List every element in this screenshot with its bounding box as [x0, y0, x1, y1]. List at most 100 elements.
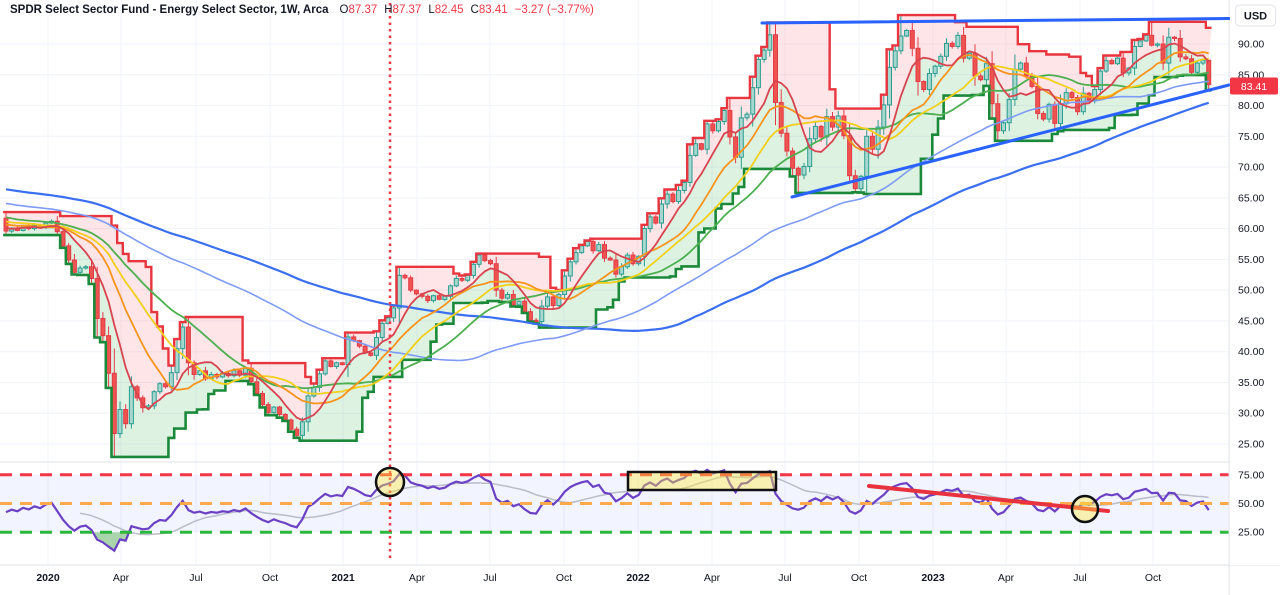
candle-body [1154, 43, 1160, 46]
candle-body [1097, 70, 1103, 91]
price-axis-label: 70.00 [1238, 162, 1264, 174]
candle-body [1023, 62, 1029, 77]
price-axis-label: 65.00 [1238, 192, 1264, 204]
candle-body [556, 293, 562, 307]
candle-body [955, 34, 961, 47]
rsi-axis-label: 75.00 [1238, 469, 1264, 481]
candle-body [191, 362, 197, 375]
candle-body [1166, 36, 1172, 64]
sma-14-line [5, 51, 1209, 405]
candle-body [744, 113, 750, 119]
candle-body [294, 428, 300, 436]
candle-body [721, 109, 727, 123]
candle-body [282, 413, 288, 421]
candle-body [71, 259, 77, 273]
candle-body [476, 254, 482, 265]
time-axis-label: Oct [556, 572, 572, 584]
candle-body [938, 55, 944, 67]
candle-body [1063, 92, 1069, 105]
time-axis-label: Apr [998, 572, 1015, 584]
symbol-title[interactable]: SPDR Select Sector Fund - Energy Select … [10, 4, 329, 16]
rsi-highlight-circle-1[interactable] [374, 466, 406, 498]
bullish-cloud [3, 43, 1212, 457]
candle-body [1046, 103, 1052, 120]
ohlc-item: O87.37 [339, 4, 378, 16]
price-axis[interactable]: 90.0085.0080.0075.0070.0065.0060.0055.00… [1230, 0, 1280, 565]
candle-body [801, 165, 807, 176]
change-value: −3.27 (−3.77%) [514, 4, 594, 16]
rsi-highlight-rect[interactable] [626, 470, 778, 492]
candle-body [750, 87, 756, 115]
candle-body [1001, 122, 1006, 132]
candle-body [89, 266, 94, 279]
candle-body [123, 409, 129, 425]
candle-body [277, 406, 283, 415]
candle-body [550, 296, 556, 307]
candle-body [470, 263, 476, 276]
rsi-axis-label: 25.00 [1238, 527, 1264, 539]
candle-body [1115, 57, 1120, 65]
ohlc-item: C83.41 [470, 4, 508, 16]
candle-body [499, 289, 505, 299]
candle-body [260, 393, 265, 406]
price-axis-label: 30.00 [1238, 408, 1264, 420]
time-axis-label: 2021 [331, 572, 355, 584]
support-trendline[interactable] [790, 83, 1231, 199]
candle-body [1052, 103, 1058, 124]
price-axis-label: 75.00 [1238, 131, 1264, 143]
candle-body [812, 125, 818, 140]
time-axis-label: Jul [189, 572, 202, 584]
candle-body [545, 296, 550, 307]
candle-body [647, 216, 653, 230]
candle-body [926, 73, 932, 91]
sma-30-line [5, 71, 1209, 390]
candle-body [1109, 60, 1115, 65]
ohlc-item: H87.37 [384, 4, 422, 16]
candle-body [818, 125, 824, 138]
candle-body [163, 383, 169, 388]
time-axis-label: Oct [1145, 572, 1161, 584]
candle-body [727, 109, 733, 138]
candle-body [328, 360, 334, 367]
candle-body [567, 261, 573, 277]
candle-body [539, 305, 545, 323]
candle-body [1194, 62, 1200, 73]
candle-body [482, 254, 488, 262]
candle-body [396, 274, 402, 309]
candle-body [944, 42, 949, 57]
candle-body [659, 203, 664, 224]
currency-label[interactable]: USD [1244, 11, 1267, 23]
candle-body [881, 104, 887, 128]
candle-body [157, 383, 163, 393]
candle-body [687, 154, 693, 183]
candle-body [989, 63, 995, 105]
candle-body [1103, 60, 1109, 72]
rsi-oversold-fill [92, 532, 129, 551]
resistance-trendline[interactable] [760, 17, 1231, 25]
rsi-highlight-circle-2[interactable] [1070, 494, 1100, 524]
time-axis-label: 2023 [921, 572, 945, 584]
time-axis-label: 2020 [36, 572, 60, 584]
time-axis[interactable]: 2020 Apr Jul Oct 2021 Apr Jul Oct 2022 Apr Jul Oct 2… [36, 572, 1161, 584]
rsi-divergence-trendline[interactable] [867, 484, 1110, 513]
candle-body [197, 370, 203, 375]
last-price-value: 83.41 [1241, 81, 1267, 93]
candle-body [767, 34, 773, 51]
last-price-badge [1230, 77, 1278, 95]
candle-body [1160, 43, 1166, 64]
currency-chip[interactable] [1235, 4, 1276, 27]
candle-body [698, 143, 704, 150]
candle-body [864, 135, 870, 177]
candle-body [590, 241, 596, 252]
candle-body [60, 231, 66, 247]
candle-body [391, 307, 397, 319]
candle-body [1069, 92, 1075, 99]
price-axis-label: 90.00 [1238, 39, 1264, 51]
candle-body [983, 63, 989, 81]
candle-body [299, 421, 305, 436]
candle-body [431, 295, 436, 302]
candle-body [408, 277, 414, 291]
time-axis-label: Apr [409, 572, 426, 584]
